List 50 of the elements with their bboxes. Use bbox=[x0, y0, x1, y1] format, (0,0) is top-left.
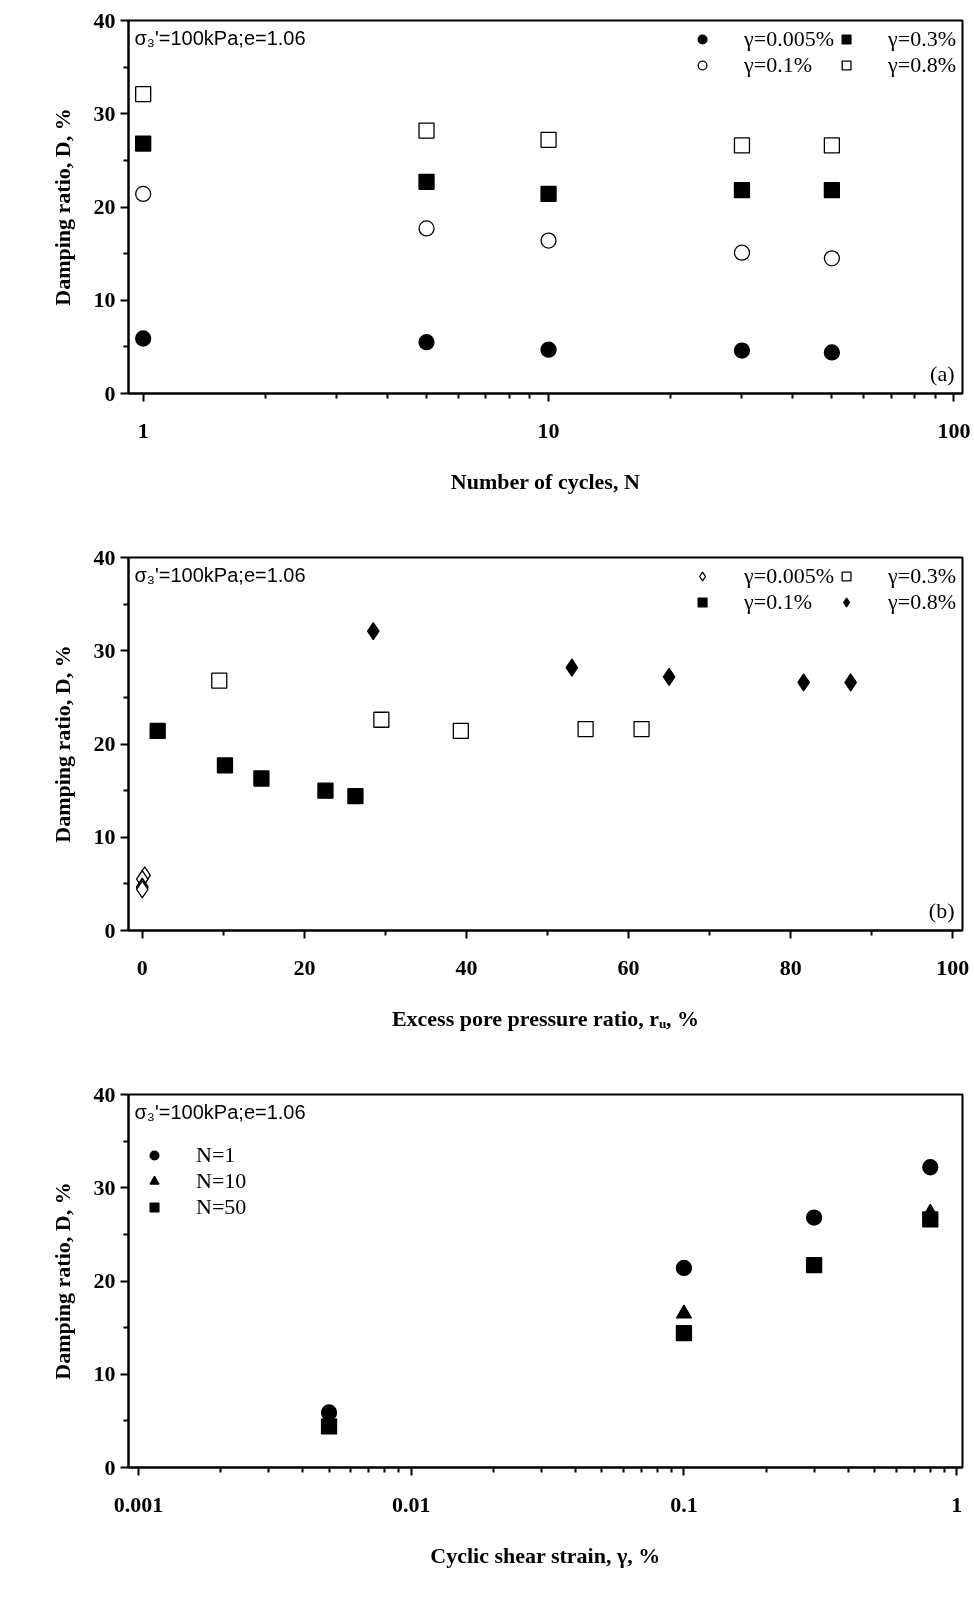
x-tick-label: 0.1 bbox=[670, 1491, 698, 1517]
legend-label: N=10 bbox=[196, 1168, 247, 1194]
y-tick-label: 10 bbox=[93, 824, 116, 850]
annotation: (a) bbox=[930, 360, 955, 386]
y-tick-label: 10 bbox=[93, 1361, 116, 1387]
legend-label: γ=0.1% bbox=[744, 52, 813, 78]
y-axis-title: Damping ratio, D, % bbox=[49, 108, 75, 306]
legend-label: γ=0.3% bbox=[888, 563, 956, 589]
annotation: σ₃'=100kPa;e=1.06 bbox=[134, 563, 306, 586]
y-axis-title: Damping ratio, D, % bbox=[49, 1182, 75, 1380]
x-tick-label: 60 bbox=[617, 954, 640, 980]
legend-label: N=1 bbox=[196, 1142, 236, 1168]
y-tick-label: 30 bbox=[93, 1174, 116, 1200]
x-tick-label: 0 bbox=[136, 954, 148, 980]
y-tick-label: 0 bbox=[104, 917, 116, 943]
annotation: (b) bbox=[928, 897, 955, 923]
legend-label: γ=0.8% bbox=[888, 52, 956, 78]
y-tick-label: 20 bbox=[93, 731, 116, 756]
legend-label: N=50 bbox=[196, 1194, 247, 1220]
y-tick-label: 40 bbox=[93, 1081, 116, 1107]
x-axis-title: Number of cycles, N bbox=[450, 468, 640, 494]
x-tick-label: 1 bbox=[137, 417, 149, 443]
y-tick-label: 40 bbox=[93, 544, 116, 570]
x-tick-label: 80 bbox=[779, 954, 802, 980]
annotation: σ₃'=100kPa;e=1.06 bbox=[134, 26, 306, 49]
y-tick-label: 20 bbox=[93, 194, 116, 219]
y-axis-title: Damping ratio, D, % bbox=[49, 645, 75, 843]
legend-label: γ=0.3% bbox=[888, 26, 956, 52]
y-tick-label: 30 bbox=[93, 637, 116, 663]
y-tick-label: 30 bbox=[93, 100, 116, 126]
x-tick-label: 100 bbox=[936, 954, 970, 980]
y-tick-label: 40 bbox=[93, 7, 116, 33]
y-tick-label: 0 bbox=[104, 380, 116, 406]
legend-label: γ=0.005% bbox=[744, 26, 835, 52]
x-axis-title: Excess pore pressure ratio, rᵤ, % bbox=[391, 1005, 700, 1031]
x-axis-title: Cyclic shear strain, γ, % bbox=[430, 1542, 661, 1568]
x-tick-label: 10 bbox=[537, 417, 560, 443]
legend-label: γ=0.8% bbox=[888, 589, 956, 615]
y-tick-label: 10 bbox=[93, 287, 116, 313]
x-tick-label: 0.01 bbox=[391, 1491, 431, 1517]
x-tick-label: 100 bbox=[937, 417, 971, 443]
y-tick-label: 20 bbox=[93, 1268, 116, 1293]
legend-label: γ=0.1% bbox=[744, 589, 813, 615]
legend-label: γ=0.005% bbox=[744, 563, 835, 589]
x-tick-label: 40 bbox=[455, 954, 478, 980]
annotation: σ₃'=100kPa;e=1.06 bbox=[134, 1100, 306, 1123]
x-tick-label: 0.001 bbox=[113, 1491, 164, 1517]
x-tick-label: 1 bbox=[951, 1491, 963, 1517]
x-tick-label: 20 bbox=[293, 954, 316, 980]
y-tick-label: 0 bbox=[104, 1454, 116, 1480]
